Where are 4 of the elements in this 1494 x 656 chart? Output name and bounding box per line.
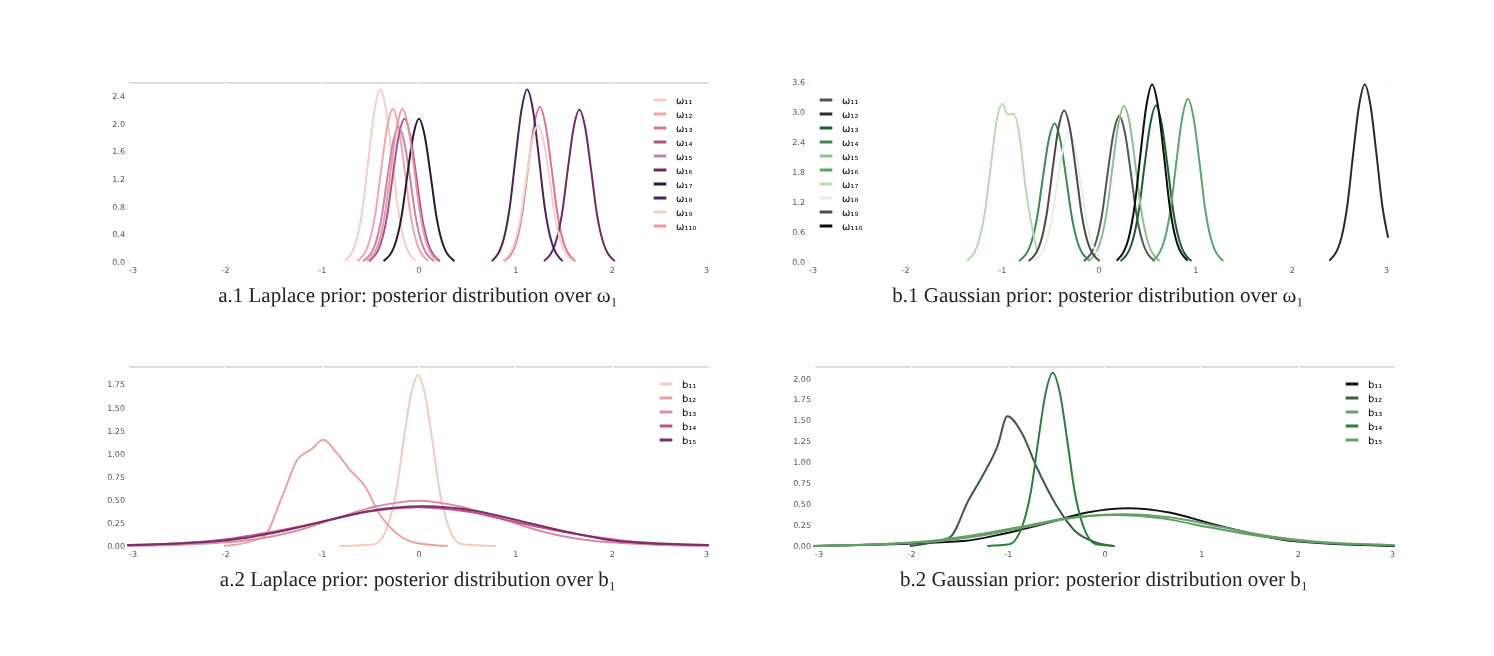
text: a.1 Laplace prior: posterior distribution over ω₁ <box>218 286 618 308</box>
text: a.2 Laplace prior: posterior distribution over b₁ <box>219 570 617 592</box>
text: b.1 Gaussian prior: posterior distribution over ω₁ <box>892 286 1304 308</box>
text: b.2 Gaussian prior: posterior distribution over b₁ <box>899 570 1309 592</box>
